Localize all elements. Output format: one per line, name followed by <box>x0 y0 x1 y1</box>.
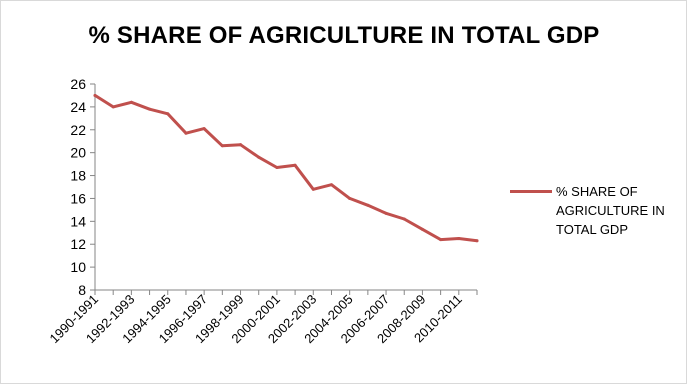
y-tick-label: 12 <box>70 236 86 252</box>
data-point <box>202 127 206 131</box>
data-point <box>439 238 443 242</box>
data-point <box>457 237 461 240</box>
y-tick-label: 22 <box>70 122 86 138</box>
data-point <box>402 217 406 221</box>
y-tick-label: 18 <box>70 168 86 184</box>
y-tick-label: 10 <box>70 259 86 275</box>
data-point <box>275 166 279 170</box>
data-point <box>257 155 261 159</box>
data-point <box>148 107 152 111</box>
data-point <box>311 187 315 191</box>
y-tick-label: 24 <box>70 99 86 115</box>
data-point <box>329 183 333 187</box>
data-point <box>366 203 370 207</box>
y-tick-label: 14 <box>70 213 86 229</box>
y-tick-label: 8 <box>78 282 86 298</box>
data-point <box>111 105 115 109</box>
legend-swatch <box>510 190 552 193</box>
data-point <box>184 131 188 135</box>
data-point <box>384 211 388 215</box>
data-point <box>293 163 297 167</box>
data-point <box>239 143 243 147</box>
data-point <box>348 196 352 200</box>
y-tick-label: 16 <box>70 190 86 206</box>
y-tick-label: 20 <box>70 145 86 161</box>
legend-label: % SHARE OF AGRICULTURE IN TOTAL GDP <box>556 184 665 237</box>
data-point <box>129 100 133 104</box>
series-line <box>93 93 479 243</box>
data-point <box>220 144 224 148</box>
data-point <box>475 239 479 243</box>
data-point <box>93 93 97 97</box>
chart-title: % SHARE OF AGRICULTURE IN TOTAL GDP <box>88 22 600 49</box>
y-tick-label: 26 <box>70 76 86 92</box>
data-point <box>420 227 424 231</box>
data-point <box>166 112 170 116</box>
